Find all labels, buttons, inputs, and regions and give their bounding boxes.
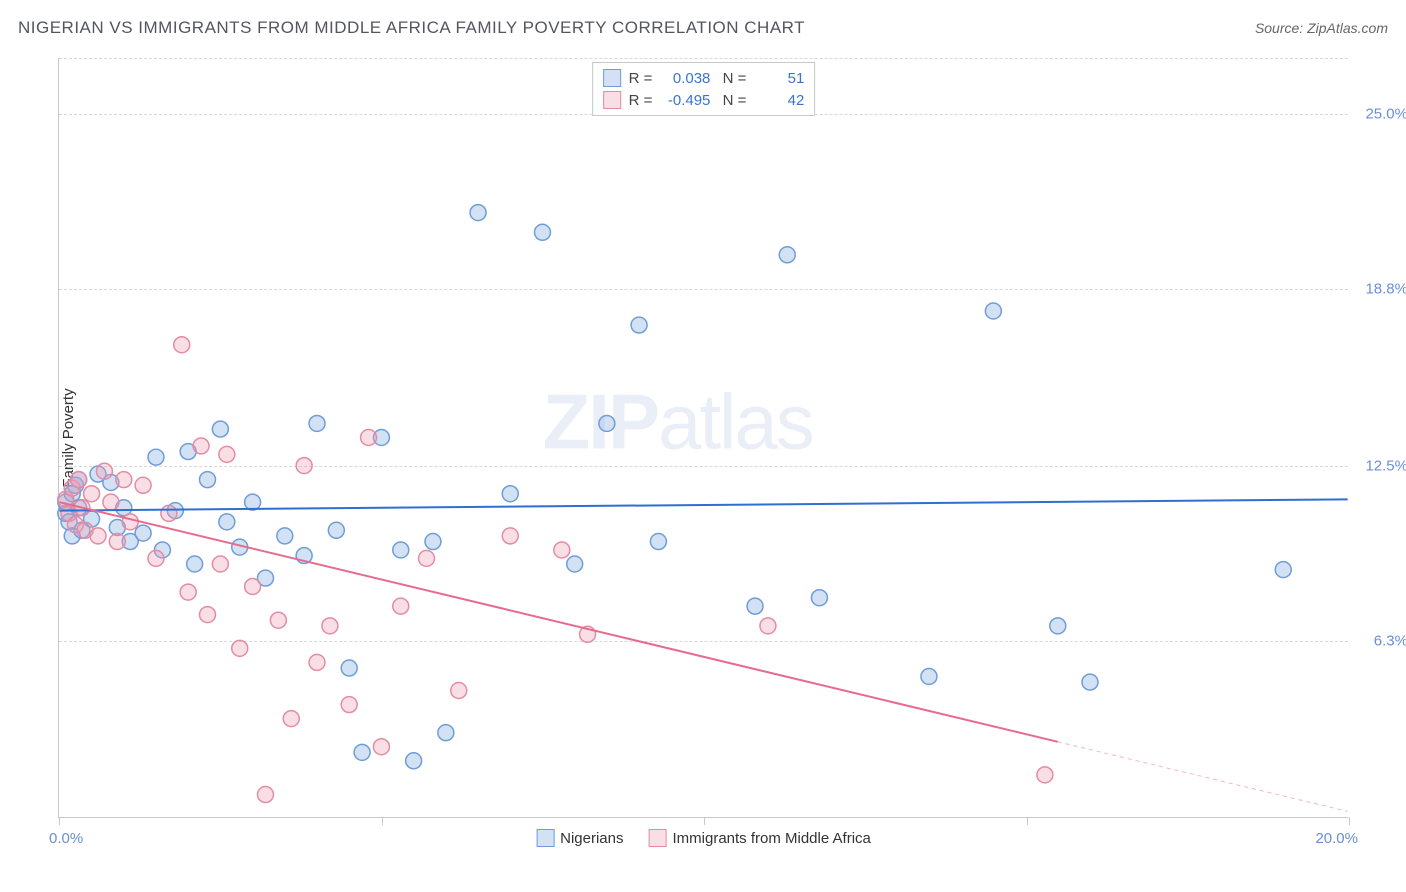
scatter-point (245, 494, 261, 510)
scatter-point (811, 590, 827, 606)
legend-item-1: Nigerians (536, 829, 623, 847)
scatter-point (470, 205, 486, 221)
legend-swatch-1 (536, 829, 554, 847)
chart-plot-area: Family Poverty ZIPatlas 6.3%12.5%18.8%25… (58, 58, 1348, 818)
scatter-point (232, 640, 248, 656)
scatter-point (650, 534, 666, 550)
scatter-point (180, 584, 196, 600)
n-value-2: 42 (754, 92, 804, 109)
scatter-point (257, 787, 273, 803)
scatter-point (438, 725, 454, 741)
scatter-point (174, 337, 190, 353)
scatter-point (341, 660, 357, 676)
scatter-point (354, 744, 370, 760)
correlation-stats-box: R = 0.038 N = 51 R = -0.495 N = 42 (592, 62, 816, 116)
scatter-point (1082, 674, 1098, 690)
scatter-point (393, 542, 409, 558)
scatter-point (283, 711, 299, 727)
y-tick-label: 6.3% (1353, 632, 1406, 649)
scatter-point (103, 494, 119, 510)
legend-label-2: Immigrants from Middle Africa (672, 830, 870, 847)
scatter-point (84, 486, 100, 502)
chart-header: NIGERIAN VS IMMIGRANTS FROM MIDDLE AFRIC… (18, 18, 1388, 38)
scatter-point (1037, 767, 1053, 783)
scatter-point (90, 528, 106, 544)
scatter-point (296, 458, 312, 474)
scatter-point (96, 463, 112, 479)
scatter-point (122, 514, 138, 530)
scatter-point (554, 542, 570, 558)
trend-line-immigrants-dashed (1058, 742, 1348, 812)
scatter-point (425, 534, 441, 550)
scatter-point (406, 753, 422, 769)
scatter-point (148, 550, 164, 566)
scatter-point (779, 247, 795, 263)
scatter-point (451, 683, 467, 699)
scatter-point (1050, 618, 1066, 634)
scatter-point (161, 505, 177, 521)
scatter-point (245, 578, 261, 594)
scatter-point (747, 598, 763, 614)
scatter-point (328, 522, 344, 538)
scatter-point (109, 534, 125, 550)
scatter-point (309, 654, 325, 670)
scatter-plot-svg (59, 58, 1348, 817)
scatter-point (277, 528, 293, 544)
legend-label-1: Nigerians (560, 830, 623, 847)
legend-swatch-2 (648, 829, 666, 847)
y-tick-label: 18.8% (1353, 280, 1406, 297)
scatter-point (985, 303, 1001, 319)
scatter-point (212, 421, 228, 437)
r-value-1: 0.038 (660, 70, 710, 87)
y-tick-label: 25.0% (1353, 106, 1406, 123)
scatter-point (270, 612, 286, 628)
scatter-point (599, 415, 615, 431)
scatter-point (71, 472, 87, 488)
scatter-point (921, 668, 937, 684)
scatter-point (116, 472, 132, 488)
scatter-point (212, 556, 228, 572)
scatter-point (135, 525, 151, 541)
chart-source: Source: ZipAtlas.com (1255, 20, 1388, 36)
scatter-point (193, 438, 209, 454)
scatter-point (148, 449, 164, 465)
scatter-point (200, 607, 216, 623)
scatter-point (419, 550, 435, 566)
scatter-point (567, 556, 583, 572)
swatch-series-2 (603, 91, 621, 109)
scatter-point (361, 430, 377, 446)
scatter-point (135, 477, 151, 493)
x-axis-max-label: 20.0% (1315, 830, 1358, 847)
scatter-point (534, 224, 550, 240)
scatter-point (373, 739, 389, 755)
scatter-point (393, 598, 409, 614)
r-value-2: -0.495 (660, 92, 710, 109)
swatch-series-1 (603, 69, 621, 87)
legend-item-2: Immigrants from Middle Africa (648, 829, 870, 847)
stats-row-series-1: R = 0.038 N = 51 (603, 67, 805, 89)
scatter-point (341, 697, 357, 713)
scatter-point (219, 514, 235, 530)
scatter-point (502, 486, 518, 502)
y-tick-label: 12.5% (1353, 458, 1406, 475)
stats-row-series-2: R = -0.495 N = 42 (603, 89, 805, 111)
scatter-point (502, 528, 518, 544)
scatter-point (322, 618, 338, 634)
scatter-point (1275, 562, 1291, 578)
scatter-point (219, 446, 235, 462)
scatter-point (187, 556, 203, 572)
scatter-point (760, 618, 776, 634)
x-axis-min-label: 0.0% (49, 830, 83, 847)
scatter-point (200, 472, 216, 488)
scatter-point (631, 317, 647, 333)
scatter-point (309, 415, 325, 431)
bottom-legend: Nigerians Immigrants from Middle Africa (536, 829, 871, 847)
chart-title: NIGERIAN VS IMMIGRANTS FROM MIDDLE AFRIC… (18, 18, 805, 38)
n-value-1: 51 (754, 70, 804, 87)
